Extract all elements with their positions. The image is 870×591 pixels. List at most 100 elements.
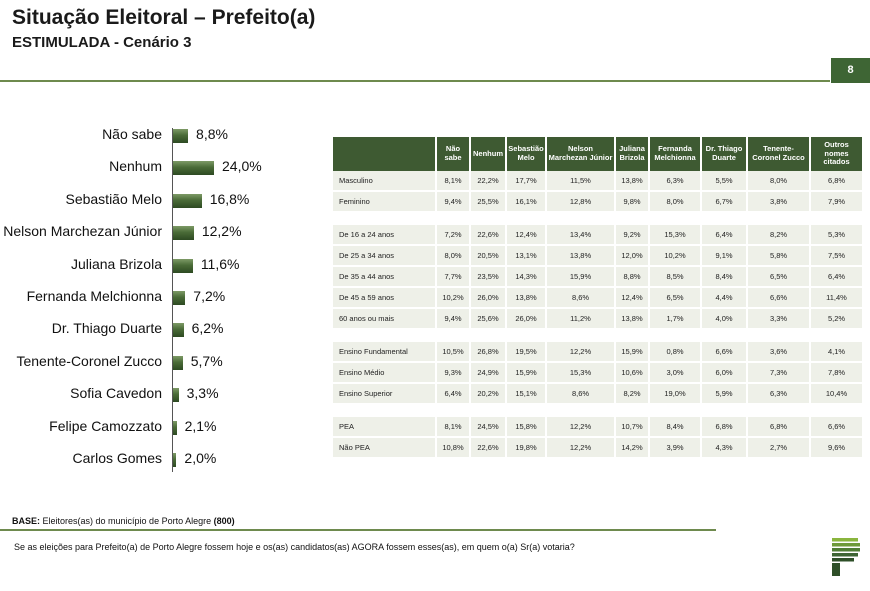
table-cell: 7,7%: [437, 267, 469, 288]
table-row: Ensino Superior 6,4% 20,2% 15,1% 8,6% 8,2% 19,…: [333, 384, 862, 405]
chart-category-label: Sebastião Melo: [65, 190, 162, 207]
table-cell: 13,8%: [547, 246, 614, 267]
table-cell: 25,5%: [471, 192, 505, 213]
chart-data-label: 6,2%: [191, 320, 224, 337]
table-header-row: Não sabe Nenhum Sebastião Melo Nelson March…: [333, 137, 862, 171]
footer-divider: [0, 529, 716, 531]
table-cell: 8,5%: [650, 267, 700, 288]
table-row-label: Feminino: [333, 192, 435, 213]
chart-bar-row: Tenente-Coronel Zucco 5,7%: [0, 347, 300, 377]
chart-axis: [172, 128, 173, 472]
chart-data-label: 2,0%: [184, 450, 217, 466]
table-cell: 12,8%: [547, 192, 614, 213]
base-n: (800): [213, 516, 235, 526]
chart-bar: [173, 453, 177, 467]
table-cell: 8,0%: [650, 192, 700, 213]
table-cell: 13,8%: [616, 309, 648, 330]
table-cell: 4,1%: [811, 342, 862, 363]
table-cell: 6,3%: [650, 171, 700, 192]
table-cell: 8,1%: [437, 417, 469, 438]
chart-bar-row: Juliana Brizola 11,6%: [0, 250, 300, 280]
chart-data-label: 8,8%: [196, 126, 228, 142]
table-row: Não PEA 10,8% 22,6% 19,8% 12,2% 14,2% 3,9% 4,3%…: [333, 438, 862, 459]
table-cell: 8,4%: [650, 417, 700, 438]
table-cell: 5,2%: [811, 309, 862, 330]
table-cell: 1,7%: [650, 309, 700, 330]
chart-bar: [173, 388, 179, 403]
table-cell: 7,5%: [811, 246, 862, 267]
chart-bar-row: Não sabe 8,8%: [0, 120, 300, 150]
table-cell: 15,9%: [507, 363, 545, 384]
chart-data-label: 24,0%: [222, 158, 262, 175]
table-cell: 8,4%: [702, 267, 746, 288]
table-cell: 3,6%: [748, 342, 809, 363]
table-row: Ensino Médio 9,3% 24,9% 15,9% 15,3% 10,6% 3,0%…: [333, 363, 862, 384]
table-cell: 11,4%: [811, 288, 862, 309]
table-cell: 11,2%: [547, 309, 614, 330]
table-cell: 22,6%: [471, 225, 505, 246]
table-cell: 4,4%: [702, 288, 746, 309]
table-cell: 6,6%: [811, 417, 862, 438]
table-cell: 5,5%: [702, 171, 746, 192]
chart-bar-row: Fernanda Melchionna 7,2%: [0, 282, 300, 312]
table-cell: 8,8%: [616, 267, 648, 288]
table-header-cell: Tenente-Coronel Zucco: [748, 137, 809, 171]
table-header-cell: Sebastião Melo: [507, 137, 545, 171]
table-cell: 3,0%: [650, 363, 700, 384]
table-row-label: Masculino: [333, 171, 435, 192]
table-cell: 14,3%: [507, 267, 545, 288]
table-spacer-cell: [333, 330, 862, 342]
table-cell: 6,5%: [650, 288, 700, 309]
table-cell: 12,4%: [616, 288, 648, 309]
table-cell: 13,1%: [507, 246, 545, 267]
table-cell: 26,8%: [471, 342, 505, 363]
chart-bar: [173, 323, 184, 338]
chart-bar: [173, 161, 214, 176]
chart-data-label: 2,1%: [184, 417, 217, 434]
table-header-cell: Nelson Marchezan Júnior: [547, 137, 614, 171]
chart-category-label: Juliana Brizola: [70, 255, 162, 272]
table-cell: 6,8%: [748, 417, 809, 438]
table-row-label: De 35 a 44 anos: [333, 267, 435, 288]
crosstab-table: Não sabe Nenhum Sebastião Melo Nelson March…: [331, 137, 864, 459]
chart-bar-row: Carlos Gomes 2,0%: [0, 444, 300, 474]
table-cell: 6,5%: [748, 267, 809, 288]
chart-category-label: Tenente-Coronel Zucco: [16, 352, 162, 369]
table-cell: 6,4%: [437, 384, 469, 405]
table-header-cell: Nenhum: [471, 137, 505, 171]
table-cell: 9,4%: [437, 309, 469, 330]
table-row-label: De 16 a 24 anos: [333, 225, 435, 246]
table-cell: 15,3%: [650, 225, 700, 246]
chart-bar-row: Nenhum 24,0%: [0, 152, 300, 182]
chart-category-label: Nelson Marchezan Júnior: [3, 223, 162, 240]
chart-bar: [173, 193, 202, 208]
table-cell: 10,6%: [616, 363, 648, 384]
table-cell: 9,1%: [702, 246, 746, 267]
table-header-cell: Outros nomes citados: [811, 137, 862, 171]
table-cell: 9,3%: [437, 363, 469, 384]
chart-bar-row: Sebastião Melo 16,8%: [0, 185, 300, 215]
page-number-badge: 8: [831, 58, 870, 83]
table-cell: 10,8%: [437, 438, 469, 459]
table-row-label: De 25 a 34 anos: [333, 246, 435, 267]
table-cell: 10,7%: [616, 417, 648, 438]
chart-data-label: 11,6%: [200, 255, 240, 272]
table-cell: 8,6%: [547, 384, 614, 405]
table-cell: 5,8%: [748, 246, 809, 267]
chart-category-label: Dr. Thiago Duarte: [51, 320, 162, 337]
table-row-label: PEA: [333, 417, 435, 438]
table-group-spacer: [333, 330, 862, 342]
table-cell: 13,8%: [616, 171, 648, 192]
table-header-cell: Não sabe: [437, 137, 469, 171]
table-cell: 6,6%: [702, 342, 746, 363]
table-cell: 13,8%: [507, 288, 545, 309]
table-cell: 20,2%: [471, 384, 505, 405]
table-row: De 45 a 59 anos 10,2% 26,0% 13,8% 8,6% 12,4% 6…: [333, 288, 862, 309]
table-cell: 5,9%: [702, 384, 746, 405]
table-row: De 25 a 34 anos 8,0% 20,5% 13,1% 13,8% 12,0% 1…: [333, 246, 862, 267]
table-cell: 3,8%: [748, 192, 809, 213]
chart-category-label: Felipe Camozzato: [49, 417, 162, 434]
table-cell: 24,9%: [471, 363, 505, 384]
table-cell: 9,6%: [811, 438, 862, 459]
table-cell: 8,2%: [616, 384, 648, 405]
